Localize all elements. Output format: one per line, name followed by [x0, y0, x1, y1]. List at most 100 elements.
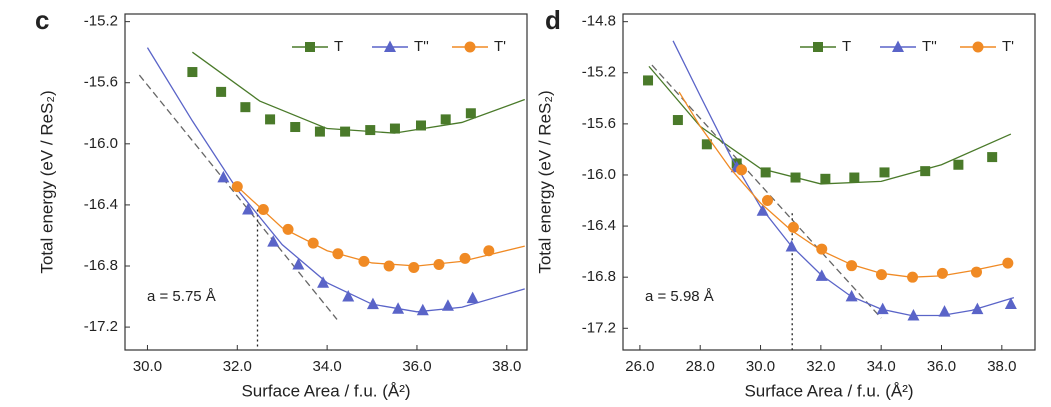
marker-square	[672, 115, 683, 126]
legend-label: T	[334, 38, 343, 55]
y-tick-label: -14.8	[582, 13, 616, 30]
marker-square	[365, 125, 376, 136]
y-tick-label: -15.6	[84, 74, 118, 91]
marker-circle	[408, 262, 420, 274]
x-tick-label: 28.0	[686, 358, 715, 375]
marker-circle	[846, 260, 858, 272]
marker-square	[290, 122, 301, 133]
marker-triangle	[384, 40, 396, 52]
marker-circle	[282, 223, 294, 235]
marker-square	[340, 126, 351, 137]
marker-triangle	[845, 289, 858, 302]
y-tick-label: -17.2	[582, 319, 616, 336]
marker-circle	[358, 255, 370, 267]
plot-frame	[622, 13, 1036, 351]
y-tick-label: -15.2	[84, 13, 118, 30]
marker-circle	[1002, 257, 1014, 269]
marker-square	[790, 172, 801, 183]
marker-circle	[383, 260, 395, 272]
x-tick-label: 34.0	[313, 358, 342, 375]
x-tick-label: 38.0	[492, 358, 521, 375]
marker-square	[265, 114, 276, 125]
marker-square	[216, 86, 227, 97]
y-tick-label: -16.0	[84, 135, 118, 152]
legend-label: T'	[494, 38, 506, 55]
legend-label: T'	[1002, 38, 1014, 55]
marker-square	[760, 167, 771, 178]
panel-label: c	[35, 5, 49, 35]
marker-triangle	[815, 269, 828, 281]
y-tick-label: -16.4	[582, 217, 616, 234]
marker-triangle	[466, 291, 479, 304]
marker-circle	[433, 258, 445, 270]
y-tick-label: -16.0	[582, 166, 616, 183]
marker-square	[953, 159, 964, 170]
marker-triangle	[1004, 297, 1017, 310]
x-axis-label: Surface Area / f.u. (Å²)	[744, 381, 913, 400]
marker-circle	[257, 203, 269, 215]
marker-circle	[875, 269, 887, 281]
x-tick-label: 34.0	[867, 358, 896, 375]
x-tick-label: 32.0	[806, 358, 835, 375]
marker-circle	[970, 266, 982, 278]
marker-square	[849, 172, 860, 183]
marker-square	[813, 42, 823, 52]
marker-square	[701, 139, 712, 150]
marker-circle	[761, 195, 773, 207]
x-tick-label: 36.0	[927, 358, 956, 375]
marker-circle	[459, 252, 471, 264]
marker-circle	[907, 271, 919, 283]
marker-triangle	[242, 202, 255, 215]
marker-circle	[332, 248, 344, 260]
marker-square	[240, 102, 251, 113]
marker-triangle	[366, 297, 379, 310]
tangent-line	[138, 74, 338, 320]
marker-square	[987, 152, 998, 163]
marker-square	[440, 114, 451, 125]
y-tick-label: -16.4	[84, 196, 118, 213]
legend-label: T	[842, 38, 851, 55]
annotation: a = 5.75 Å	[147, 288, 216, 305]
marker-square	[879, 167, 890, 178]
marker-triangle	[756, 204, 769, 216]
marker-square	[389, 123, 400, 134]
annotation: a = 5.98 Å	[645, 288, 714, 305]
marker-square	[643, 75, 654, 86]
fit-curve	[146, 47, 525, 313]
fit-curve	[672, 40, 1015, 317]
marker-square	[465, 108, 476, 119]
y-tick-label: -16.8	[582, 268, 616, 285]
marker-triangle	[785, 240, 798, 252]
tangent-line	[651, 64, 882, 319]
legend-label: T''	[922, 38, 937, 55]
marker-square	[314, 126, 325, 137]
marker-triangle	[416, 303, 429, 316]
y-axis-label: Total energy (eV / ReS₂)	[37, 90, 56, 273]
y-tick-label: -15.2	[582, 64, 616, 81]
marker-square	[305, 42, 315, 52]
marker-triangle	[392, 302, 405, 314]
marker-circle	[936, 267, 948, 279]
x-axis-label: Surface Area / f.u. (Å²)	[241, 381, 410, 400]
fit-curve	[236, 186, 525, 267]
fit-curve	[678, 91, 1008, 278]
marker-circle	[231, 181, 243, 193]
x-tick-label: 38.0	[987, 358, 1016, 375]
marker-triangle	[907, 309, 920, 321]
marker-triangle	[938, 305, 951, 317]
x-tick-label: 30.0	[133, 358, 162, 375]
y-axis-label: Total energy (eV / ReS₂)	[535, 90, 554, 273]
legend-label: T''	[414, 38, 429, 55]
marker-square	[920, 166, 931, 177]
marker-circle	[464, 41, 476, 53]
y-tick-label: -15.6	[582, 115, 616, 132]
x-tick-label: 32.0	[223, 358, 252, 375]
panel-label: d	[545, 5, 561, 35]
marker-circle	[787, 221, 799, 233]
marker-triangle	[892, 40, 904, 52]
marker-circle	[972, 41, 984, 53]
x-tick-label: 26.0	[625, 358, 654, 375]
marker-triangle	[342, 290, 355, 302]
marker-triangle	[971, 302, 984, 315]
